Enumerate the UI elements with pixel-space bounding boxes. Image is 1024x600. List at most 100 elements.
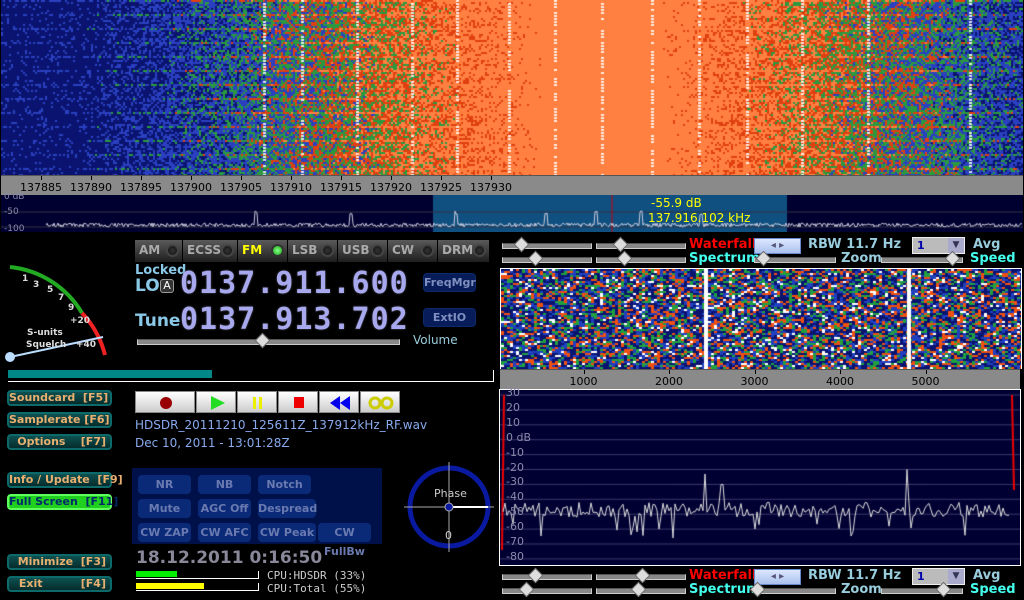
top-spectrum-min-slider[interactable] — [502, 250, 592, 267]
axis-tick-label: 2000 — [655, 375, 683, 388]
record-button[interactable] — [135, 391, 195, 413]
top-avg-label: Avg — [973, 237, 1001, 252]
top-speed-slider[interactable] — [881, 250, 963, 267]
slider-thumb[interactable] — [634, 567, 651, 584]
bottom-speed-slider[interactable] — [881, 581, 963, 598]
bottom-waterfall-max-slider[interactable] — [596, 567, 686, 584]
db-label-100: -100 — [4, 224, 25, 234]
slider-thumb[interactable] — [513, 236, 530, 253]
cursor-frequency: 137.916.102 kHz — [648, 211, 751, 225]
dsp-button-mute[interactable]: Mute — [138, 499, 191, 518]
squelch-label[interactable]: Squelch — [26, 340, 67, 350]
lo-frequency-display[interactable]: 0137.911.600 — [180, 266, 409, 301]
mode-led-icon — [473, 244, 486, 257]
main-spectrum[interactable] — [1, 195, 1023, 232]
side-button-3[interactable]: Info / Update [F9] — [7, 472, 123, 488]
slider-thumb[interactable] — [527, 250, 543, 267]
cpu-hdsdr-label: CPU:HDSDR (33%) — [267, 569, 367, 582]
af-db-label: -70 — [506, 535, 524, 548]
main-waterfall[interactable] — [1, 0, 1023, 175]
slider-thumb[interactable] — [630, 581, 646, 598]
mode-led-icon — [166, 244, 179, 257]
file-name: HDSDR_20111210_125611Z_137912kHz_RF.wav — [135, 418, 428, 432]
slider-thumb[interactable] — [612, 236, 628, 253]
main-frequency-axis[interactable]: 137885 137890 137895 137900 137905 137910 1379… — [1, 175, 1023, 195]
af-frequency-axis[interactable]: 1000 2000 3000 4000 5000 — [500, 369, 1020, 389]
volume-slider[interactable] — [137, 332, 400, 349]
stop-button[interactable] — [278, 391, 318, 413]
slider-thumb[interactable] — [616, 250, 633, 267]
dsp-button-cw-fullbw[interactable]: CW FullBw — [318, 523, 371, 558]
bottom-spectrum-max-slider[interactable] — [596, 581, 686, 598]
phase-label: Phase — [434, 487, 467, 500]
meter-needle — [9, 336, 104, 358]
tune-label: Tune — [135, 311, 181, 331]
record-icon — [160, 397, 172, 409]
side-button-1[interactable]: Samplerate [F6] — [7, 412, 112, 428]
play-button[interactable] — [196, 391, 236, 413]
dsp-button-cw-afc[interactable]: CW AFC — [198, 523, 251, 542]
side-button-6[interactable]: Exit [F4] — [7, 576, 112, 592]
s-units-label: S-units — [27, 328, 63, 338]
top-spectrum-max-slider[interactable] — [596, 250, 686, 267]
bottom-avg-value: 1 — [917, 570, 925, 583]
dsp-button-cw-zap[interactable]: CW ZAP — [138, 523, 191, 542]
axis-tick-mark — [391, 176, 392, 180]
bottom-zoom-slider[interactable] — [749, 581, 836, 598]
bottom-rbw-stepper[interactable]: ◂ ▸ — [754, 569, 801, 585]
bottom-waterfall-min-slider[interactable] — [502, 567, 592, 584]
dsp-button-notch[interactable]: Notch — [258, 475, 311, 494]
freqmgr-button[interactable]: FreqMgr — [423, 273, 476, 292]
db-label-0: 0 dB — [4, 192, 25, 202]
slider-thumb[interactable] — [518, 581, 534, 598]
top-waterfall-max-slider[interactable] — [596, 236, 686, 253]
mode-button-usb[interactable]: USB — [338, 240, 388, 262]
dsp-button-nb[interactable]: NB — [198, 475, 251, 494]
dsp-button-cw-peak[interactable]: CW Peak — [258, 523, 316, 542]
mode-button-cw[interactable]: CW — [388, 240, 438, 262]
side-button-4[interactable]: Full Screen [F11] — [7, 494, 119, 510]
axis-tick-label: 1000 — [569, 375, 598, 388]
bottom-spectrum-min-slider[interactable] — [502, 581, 592, 598]
mode-label: ECSS — [187, 243, 221, 257]
mode-button-am[interactable]: AM — [135, 240, 183, 262]
tune-frequency-display[interactable]: 0137.913.702 — [180, 302, 409, 337]
top-avg-select[interactable]: 1 ▼ — [912, 237, 965, 254]
rewind-button[interactable] — [319, 391, 359, 413]
cursor-level: -55.9 dB — [651, 196, 702, 210]
axis-tick-mark — [191, 176, 192, 180]
mode-label: CW — [392, 243, 415, 257]
loop-button[interactable] — [360, 391, 400, 413]
phase-value: 0 — [445, 529, 452, 542]
axis-tick-label: 137915 — [320, 181, 362, 194]
axis-tick-mark — [341, 176, 342, 180]
axis-tick-label: 137895 — [120, 181, 162, 194]
top-speed-label: Speed — [970, 251, 1016, 266]
axis-tick-label: 137925 — [420, 181, 462, 194]
slider-thumb[interactable] — [527, 567, 543, 584]
pause-icon — [253, 397, 262, 409]
top-rbw-stepper[interactable]: ◂ ▸ — [754, 238, 801, 254]
locked-label: Locked — [135, 263, 187, 278]
pause-button[interactable] — [237, 391, 277, 413]
af-waterfall[interactable] — [500, 268, 1022, 369]
dsp-button-nr[interactable]: NR — [138, 475, 191, 494]
extio-button[interactable]: ExtIO — [423, 308, 476, 327]
dsp-button-despread[interactable]: Despread — [258, 499, 317, 518]
af-spectrum[interactable] — [499, 389, 1021, 566]
mode-button-drm[interactable]: DRM — [438, 240, 490, 262]
dsp-button-agc-off[interactable]: AGC Off — [198, 499, 251, 518]
top-zoom-slider[interactable] — [754, 250, 836, 267]
mode-button-lsb[interactable]: LSB — [288, 240, 338, 262]
side-button-0[interactable]: Soundcard [F5] — [7, 390, 112, 406]
side-button-5[interactable]: Minimize [F3] — [7, 554, 112, 570]
side-button-2[interactable]: Options [F7] — [7, 434, 112, 450]
mode-button-fm[interactable]: FM — [238, 240, 288, 262]
smeter-scale: +20 — [70, 316, 91, 326]
mode-button-ecss[interactable]: ECSS — [183, 240, 238, 262]
bottom-avg-select[interactable]: 1 ▼ — [912, 568, 965, 585]
lo-lock-badge[interactable]: A — [160, 279, 174, 293]
axis-tick-mark — [241, 176, 242, 180]
mode-label: LSB — [292, 243, 318, 257]
top-waterfall-min-slider[interactable] — [502, 236, 592, 253]
